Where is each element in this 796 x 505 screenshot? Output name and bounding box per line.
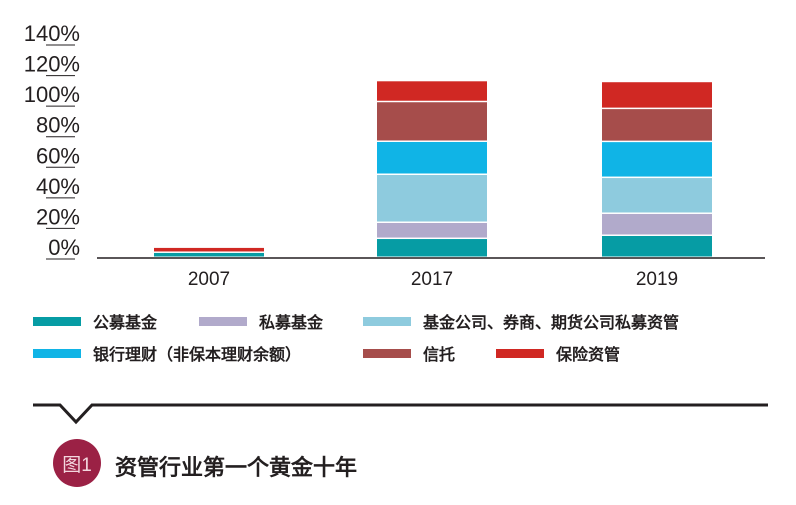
bar-segment — [154, 252, 264, 257]
legend-item-broker-asset-mgmt: 基金公司、券商、期货公司私募资管 — [363, 311, 680, 332]
bar-segment — [377, 222, 487, 238]
x-tick-label: 2017 — [411, 269, 453, 290]
y-tick-label: 120% — [24, 52, 80, 77]
figure-badge: 图1 — [53, 439, 101, 487]
legend-swatch — [33, 348, 81, 358]
legend-item-bank-wealth: 银行理财（非保本理财余额） — [33, 343, 302, 364]
bar-segment — [377, 81, 487, 101]
legend-item-public-funds: 公募基金 — [33, 311, 158, 332]
y-tick-label: 40% — [36, 174, 80, 199]
bar-segment — [602, 235, 712, 257]
x-tick-label: 2019 — [636, 269, 678, 290]
legend-item-insurance-asset-mgmt: 保险资管 — [496, 343, 621, 364]
y-tick-label: 80% — [36, 113, 80, 138]
legend-label: 私募基金 — [259, 313, 324, 332]
section-divider — [33, 403, 768, 425]
bar-segment — [602, 178, 712, 213]
bar-segment — [377, 174, 487, 222]
y-tick-label: 20% — [36, 204, 80, 229]
legend-swatch — [199, 316, 247, 326]
bar-segment — [154, 247, 264, 252]
bar-segment — [377, 141, 487, 174]
legend-label: 信托 — [423, 345, 456, 364]
legend-swatch — [496, 348, 544, 358]
bar-segment — [602, 213, 712, 235]
x-tick-label: 2007 — [188, 269, 230, 290]
legend-label: 基金公司、券商、期货公司私募资管 — [423, 313, 680, 332]
legend-item-private-funds: 私募基金 — [199, 311, 324, 332]
legend-swatch — [363, 316, 411, 326]
legend-label: 保险资管 — [556, 345, 621, 364]
y-tick-label: 60% — [36, 143, 80, 168]
legend-label: 公募基金 — [93, 313, 158, 332]
bar-segment — [602, 142, 712, 177]
bar-segment — [377, 239, 487, 257]
bar-segment — [377, 102, 487, 141]
stacked-bar-chart: 0% 20% 40% 60% 80% 100% 120% 140% 2007 2017 2019 — [24, 21, 765, 290]
y-tick-label: 140% — [24, 21, 80, 46]
legend-item-trust: 信托 — [363, 343, 456, 364]
legend-swatch — [33, 316, 81, 326]
bar-segment — [602, 109, 712, 141]
legend-swatch — [363, 348, 411, 358]
y-tick-label: 0% — [48, 235, 80, 260]
y-tick-label: 100% — [24, 82, 80, 107]
bar-segment — [602, 82, 712, 108]
legend-label: 银行理财（非保本理财余额） — [93, 345, 302, 364]
figure-title: 资管行业第一个黄金十年 — [115, 456, 358, 481]
